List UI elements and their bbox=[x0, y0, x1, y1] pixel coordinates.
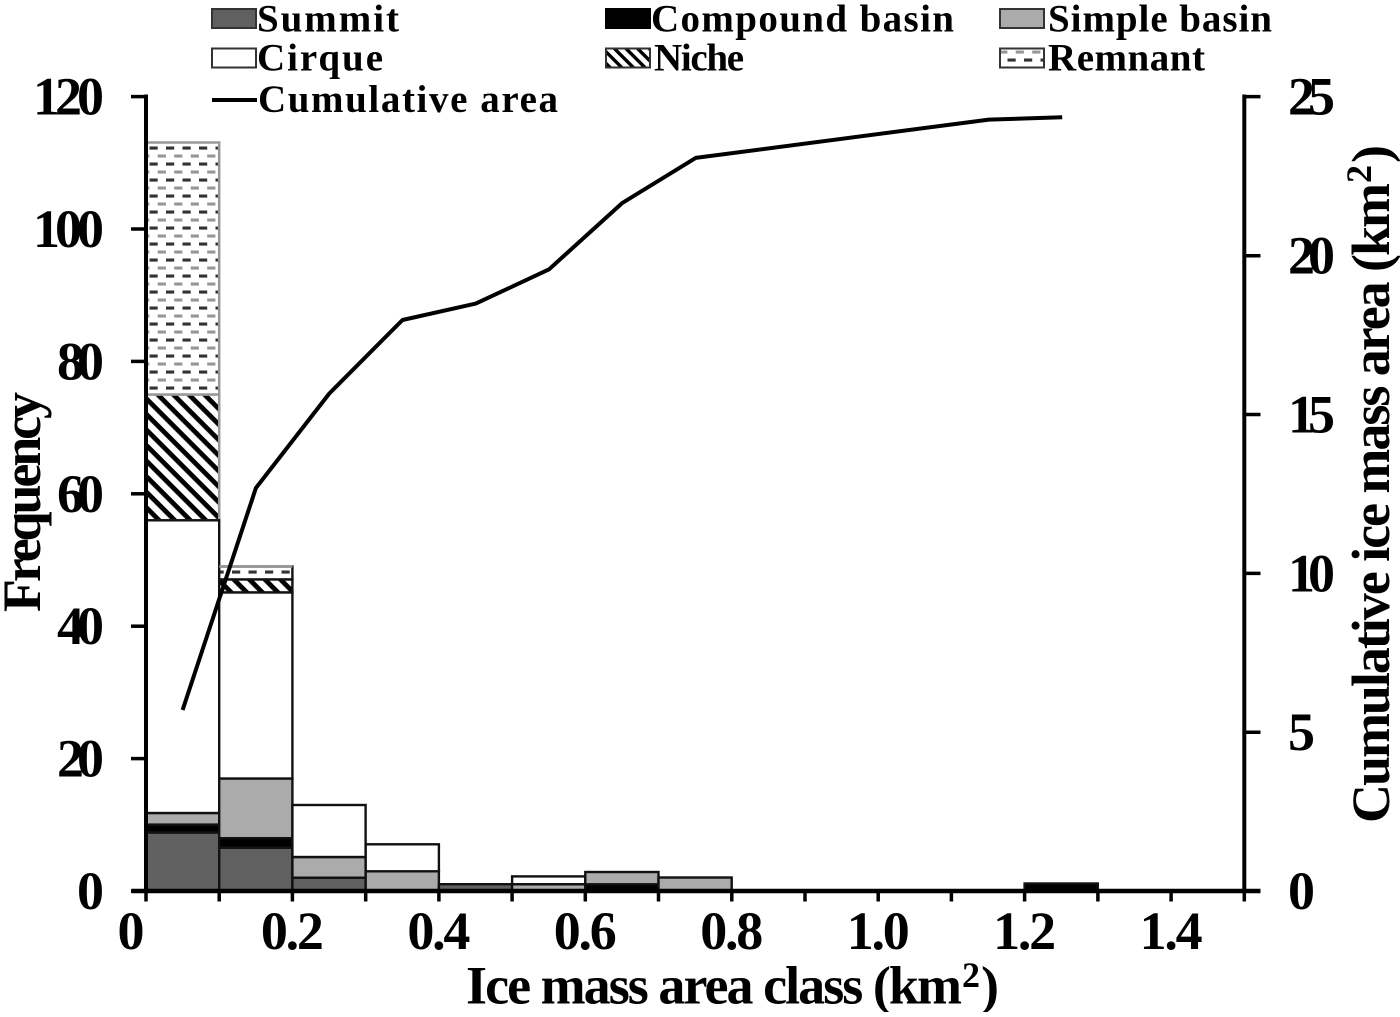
svg-text:0.4: 0.4 bbox=[407, 901, 470, 961]
svg-text:5: 5 bbox=[1288, 702, 1315, 762]
svg-text:1.2: 1.2 bbox=[993, 901, 1056, 961]
svg-text:120: 120 bbox=[33, 67, 104, 127]
svg-text:1.0: 1.0 bbox=[847, 901, 910, 961]
svg-text:0: 0 bbox=[77, 861, 104, 921]
svg-text:20: 20 bbox=[57, 729, 104, 789]
svg-text:25: 25 bbox=[1288, 67, 1335, 127]
svg-text:0: 0 bbox=[1288, 861, 1315, 921]
svg-text:0.8: 0.8 bbox=[700, 901, 763, 961]
svg-text:60: 60 bbox=[57, 464, 104, 524]
svg-text:Cirque: Cirque bbox=[257, 37, 383, 80]
svg-text:Simple basin: Simple basin bbox=[1048, 0, 1272, 41]
svg-text:): ) bbox=[981, 956, 999, 1013]
svg-text:0.2: 0.2 bbox=[261, 901, 324, 961]
svg-text:100: 100 bbox=[33, 199, 104, 259]
svg-text:Summit: Summit bbox=[257, 0, 399, 41]
svg-text:40: 40 bbox=[57, 596, 104, 656]
svg-text:20: 20 bbox=[1288, 226, 1335, 286]
svg-text:10: 10 bbox=[1288, 543, 1335, 603]
svg-text:2: 2 bbox=[1339, 165, 1379, 183]
svg-text:Remnant: Remnant bbox=[1048, 37, 1205, 80]
svg-text:Niche: Niche bbox=[654, 37, 744, 80]
svg-text:0.6: 0.6 bbox=[554, 901, 617, 961]
svg-text:1.4: 1.4 bbox=[1140, 901, 1203, 961]
svg-text:Compound basin: Compound basin bbox=[651, 0, 954, 41]
svg-text:0: 0 bbox=[118, 901, 145, 961]
svg-text:Cumulative ice mass area (km: Cumulative ice mass area (km bbox=[1341, 183, 1400, 823]
svg-text:15: 15 bbox=[1288, 385, 1335, 445]
svg-text:): ) bbox=[1341, 145, 1400, 163]
svg-text:Frequency: Frequency bbox=[0, 392, 52, 612]
svg-text:2: 2 bbox=[962, 955, 980, 995]
svg-text:Cumulative area: Cumulative area bbox=[258, 78, 558, 121]
svg-text:Ice mass area class (km: Ice mass area class (km bbox=[466, 956, 962, 1013]
svg-text:80: 80 bbox=[57, 331, 104, 391]
